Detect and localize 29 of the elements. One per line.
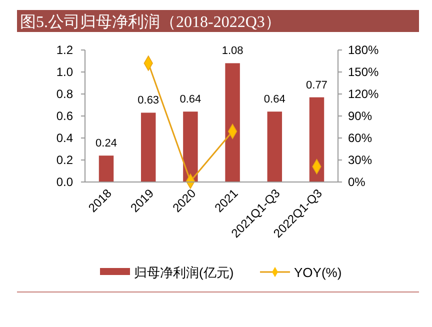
y2-tick-label: 90% <box>348 109 372 123</box>
y-tick-label: 0.2 <box>56 153 74 167</box>
y2-tick-label: 0% <box>348 175 366 189</box>
y-tick-label: 0.6 <box>56 109 74 123</box>
y2-tick-label: 60% <box>348 131 372 145</box>
bar <box>309 97 324 182</box>
bar <box>98 156 114 182</box>
bar <box>140 112 156 182</box>
y2-tick-label: 120% <box>348 87 380 101</box>
data-label: 0.63 <box>138 94 160 107</box>
legend-label: 归母净利润(亿元) <box>134 265 234 280</box>
y2-tick-label: 180% <box>348 43 380 57</box>
y-tick-label: 1.2 <box>56 43 74 57</box>
data-label: 0.64 <box>180 94 202 106</box>
data-label: 0.64 <box>264 94 286 106</box>
data-label: 0.24 <box>96 138 117 150</box>
y-tick-label: 0.4 <box>56 131 74 145</box>
y2-tick-label: 150% <box>348 65 380 79</box>
bar <box>225 63 240 182</box>
y-tick-label: 0.8 <box>56 87 74 101</box>
bar <box>183 112 198 182</box>
y-tick-label: 0.0 <box>56 175 74 189</box>
legend-label: YOY(%) <box>294 265 342 280</box>
y2-tick-label: 30% <box>348 153 372 167</box>
bar <box>267 112 282 182</box>
y-tick-label: 1.0 <box>56 65 74 79</box>
data-label: 0.77 <box>306 79 328 92</box>
chart-title: 图5.公司归母净利润（2018-2022Q3） <box>20 13 281 31</box>
data-label: 1.08 <box>222 45 244 58</box>
